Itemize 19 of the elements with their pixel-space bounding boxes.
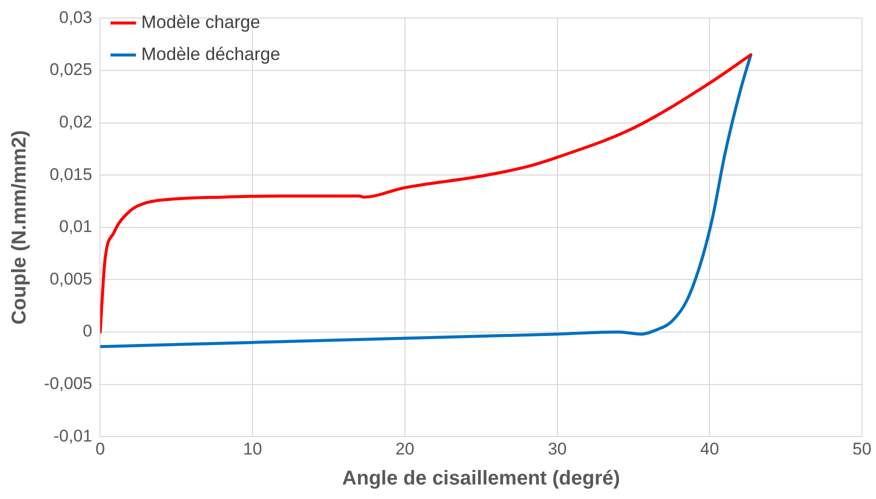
x-axis-title: Angle de cisaillement (degré) <box>342 468 620 490</box>
y-tick-label: 0,025 <box>50 60 92 80</box>
y-tick-label: 0,01 <box>59 217 92 236</box>
y-tick-label: 0,005 <box>50 269 92 288</box>
y-tick-label: -0,005 <box>44 374 92 393</box>
legend-label: Modèle charge <box>141 12 260 32</box>
y-tick-label: 0,015 <box>50 164 92 184</box>
x-tick-label: 30 <box>548 439 567 458</box>
x-tick-label: 20 <box>395 439 414 458</box>
legend-label: Modèle décharge <box>141 44 280 64</box>
y-axis-title: Couple (N.mm/mm2) <box>8 130 31 325</box>
x-tick-label: 10 <box>243 439 262 458</box>
x-tick-label: 40 <box>700 439 720 458</box>
y-tick-label: 0,02 <box>59 112 92 132</box>
y-tick-label: 0,03 <box>59 8 92 27</box>
x-tick-label: 0 <box>95 439 105 458</box>
y-tick-label: 0 <box>82 322 92 341</box>
x-tick-label: 50 <box>852 439 872 458</box>
y-tick-label: -0,01 <box>53 426 92 446</box>
